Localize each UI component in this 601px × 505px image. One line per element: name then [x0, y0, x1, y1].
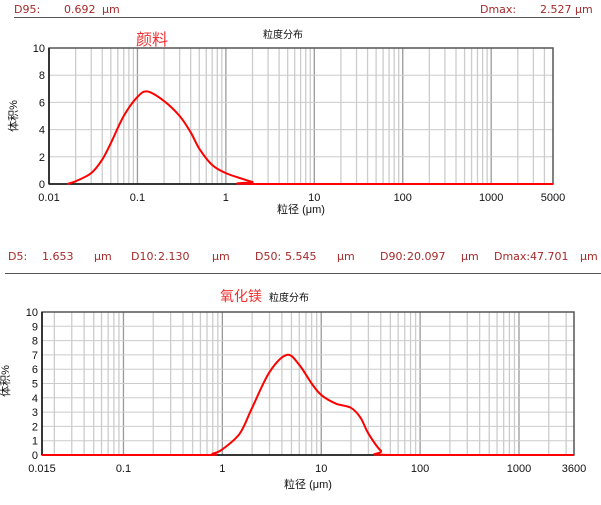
- y-tick-label: 6: [39, 97, 45, 109]
- y-tick-label: 2: [32, 421, 38, 433]
- chart2-title: 粒度分布: [269, 293, 309, 304]
- dmax-label: Dmax:: [480, 3, 517, 16]
- x-tick-label: 1: [223, 192, 229, 204]
- d90-label: D90:: [380, 250, 407, 263]
- y-tick-label: 4: [32, 393, 38, 405]
- dmax-unit: µm: [575, 3, 593, 16]
- d10-value: 2.130: [158, 250, 190, 263]
- d95-label: D95:: [14, 3, 41, 16]
- y-axis-label: 体积%: [6, 100, 20, 132]
- y-tick-label: 9: [32, 321, 38, 333]
- x-tick-label: 1000: [507, 463, 531, 475]
- chart1-title: 粒度分布: [263, 30, 303, 41]
- x-tick-label: 1000: [479, 192, 503, 204]
- dmax2-value: 47.701: [530, 250, 569, 263]
- y-tick-label: 4: [39, 125, 45, 137]
- x-tick-label: 10: [308, 192, 320, 204]
- distribution-curve: [66, 90, 553, 186]
- x-axis-label: 粒径 (μm): [277, 202, 325, 216]
- dmax-value: 2.527: [540, 3, 572, 16]
- x-tick-label: 10: [315, 463, 327, 475]
- x-tick-label: 100: [411, 463, 429, 475]
- dmax2-unit: µm: [580, 250, 598, 263]
- x-tick-label: 3600: [562, 463, 586, 475]
- d5-unit: µm: [94, 250, 112, 263]
- x-tick-label: 0.1: [130, 192, 145, 204]
- d90-unit: µm: [461, 250, 479, 263]
- y-tick-label: 10: [26, 307, 38, 319]
- y-tick-label: 3: [32, 407, 38, 419]
- divider: [14, 17, 580, 18]
- d50-value: 5.545: [285, 250, 317, 263]
- d50-label: D50:: [255, 250, 282, 263]
- y-tick-label: 7: [32, 350, 38, 362]
- y-tick-label: 0: [39, 179, 45, 191]
- y-tick-label: 6: [32, 364, 38, 376]
- d5-label: D5:: [8, 250, 28, 263]
- d5-value: 1.653: [42, 250, 74, 263]
- chart1-sample-label: 颜料: [136, 30, 169, 49]
- y-tick-label: 10: [33, 43, 45, 55]
- dmax2-label: Dmax:: [494, 250, 531, 263]
- y-tick-label: 2: [39, 152, 45, 164]
- x-tick-label: 100: [394, 192, 412, 204]
- d95-unit: µm: [102, 3, 120, 16]
- divider: [5, 273, 601, 274]
- chart2-sample-label: 氧化镁: [220, 289, 262, 305]
- d10-unit: µm: [212, 250, 230, 263]
- d50-unit: µm: [337, 250, 355, 263]
- d10-label: D10:: [131, 250, 158, 263]
- x-tick-label: 5000: [541, 192, 565, 204]
- y-tick-label: 5: [32, 379, 38, 391]
- x-tick-label: 1: [219, 463, 225, 475]
- x-tick-label: 0.1: [116, 463, 131, 475]
- d90-value: 20.097: [407, 250, 446, 263]
- y-tick-label: 8: [32, 336, 38, 348]
- y-tick-label: 0: [32, 450, 38, 462]
- y-tick-label: 1: [32, 436, 38, 448]
- y-tick-label: 8: [39, 70, 45, 82]
- x-tick-label: 0.015: [28, 463, 56, 475]
- x-tick-label: 0.01: [38, 192, 59, 204]
- y-axis-label: 体积%: [0, 365, 12, 397]
- distribution-curve: [41, 353, 574, 457]
- d95-value: 0.692: [64, 3, 96, 16]
- x-axis-label: 粒径 (μm): [284, 477, 332, 491]
